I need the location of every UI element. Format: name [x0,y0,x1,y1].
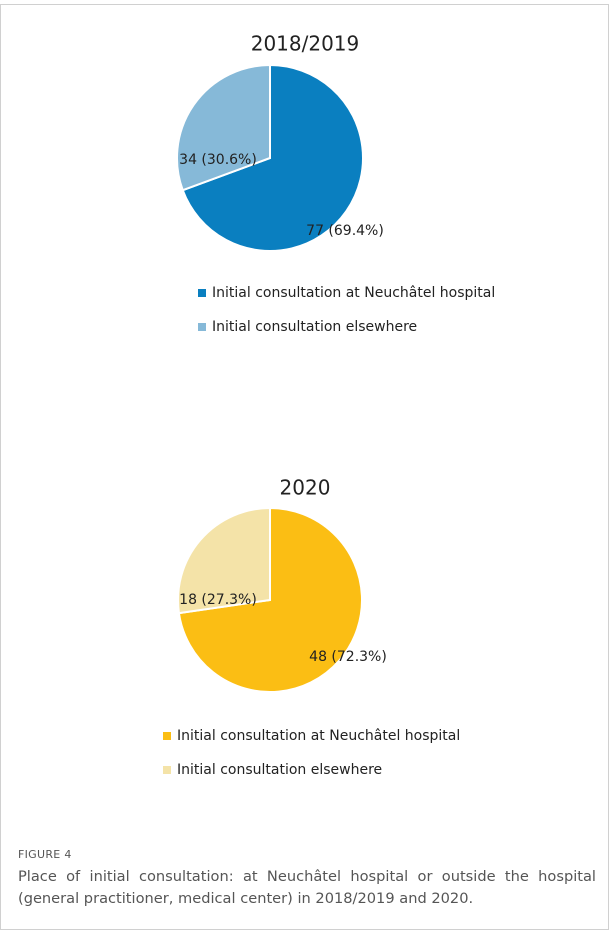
pie-slice [181,63,364,252]
legend-label: Initial consultation at Neuchâtel hospit… [212,285,495,301]
pie-slice [177,506,271,615]
slice-label: 18 (27.3%) [179,592,257,608]
pie-slice [176,63,271,192]
legend-label: Initial consultation at Neuchâtel hospit… [177,728,460,744]
chart: 2018/2019 77 (69.4%) Initial consultation … [163,32,495,778]
figure-label: FIGURE 4 [18,848,72,861]
legend-swatch [198,323,206,331]
slice-label: 34 (30.6%) [179,152,257,168]
figure-frame [0,4,609,930]
legend-swatch [198,289,206,297]
figure-caption: Place of initial consultation: at Neuchâ… [18,868,596,907]
slice-label: 48 (72.3%) [309,649,387,665]
legend-swatch [163,732,171,740]
legend-swatch [163,766,171,774]
chart-title: 2020 [280,476,331,500]
legend-label: Initial consultation elsewhere [212,319,417,335]
chart-title: 2018/2019 [251,32,360,56]
legend-label: Initial consultation elsewhere [177,762,382,778]
slice-label: 77 (69.4%) [306,223,384,239]
